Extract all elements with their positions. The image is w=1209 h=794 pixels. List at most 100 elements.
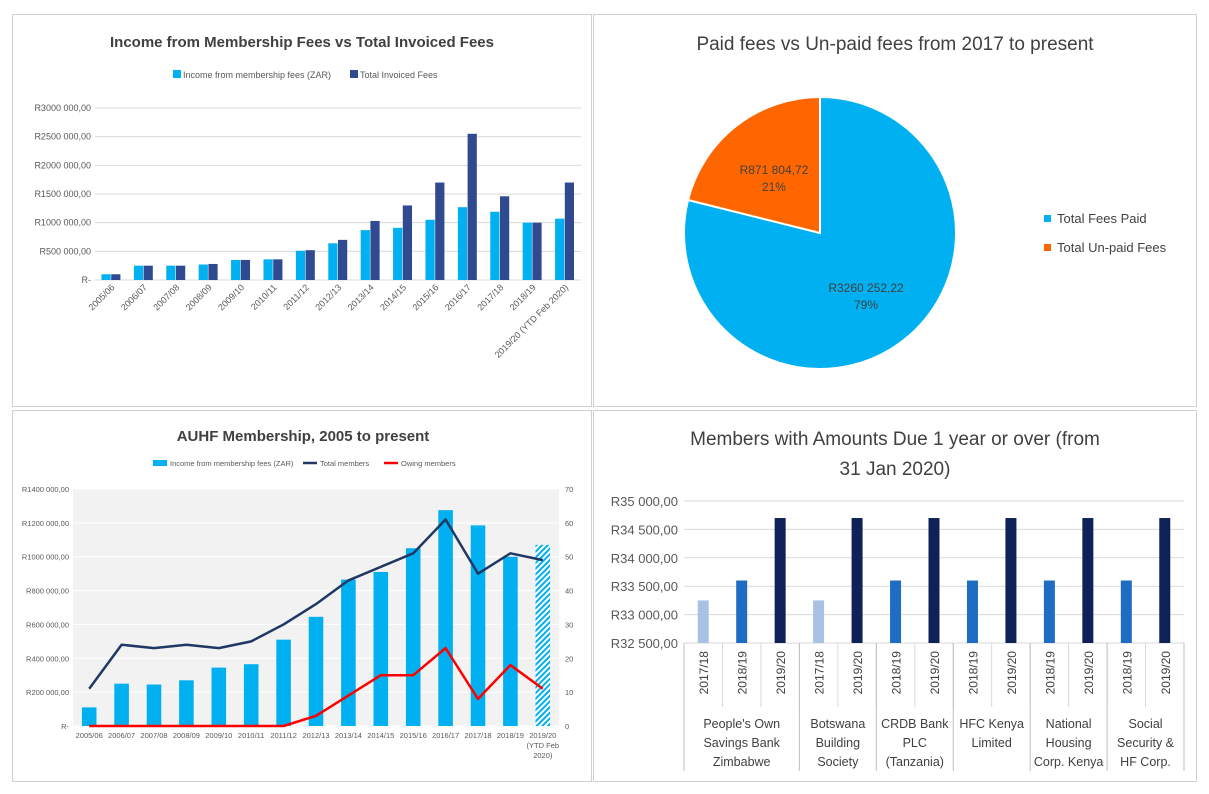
chart2-slice-unpaid: [686, 95, 821, 235]
chart4-ytick-label: R33 000,00: [611, 608, 678, 623]
chart1-bar-invoiced: [435, 182, 445, 280]
chart3-xtick-label: 2019/20: [529, 731, 556, 740]
chart4-group-label: HFC Kenya: [959, 717, 1024, 731]
chart3-bar-income: [341, 579, 356, 726]
chart1-bar-income: [555, 218, 565, 280]
chart3-bar-income: [470, 525, 486, 726]
chart1-legend-income-swatch: [173, 70, 181, 78]
chart1-plot-area: R- R500 000,00 R1000 000,00 R1500 000,00 R20…: [34, 103, 581, 360]
chart4-group-label: Social: [1129, 717, 1163, 731]
chart3-ytick-right-label: 40: [565, 587, 573, 596]
chart1-ytick-label: R1500 000,00: [34, 189, 91, 199]
chart1-bar-income: [101, 274, 111, 280]
chart2-legend-paid-swatch: [1044, 215, 1051, 222]
chart1-xtick-label: 2017/18: [475, 282, 505, 312]
chart1-title: Income from Membership Fees vs Total Inv…: [110, 34, 494, 51]
chart1-bar-income: [231, 259, 241, 280]
chart3-bar-income: [179, 680, 194, 726]
chart3-line-owing-members: [89, 646, 544, 728]
chart1-ytick-label: R500 000,00: [39, 246, 91, 256]
chart3-legend-income: Income from membership fees (ZAR): [170, 459, 294, 468]
chart4-group-label: Building: [816, 736, 861, 750]
chart1-xtick-label: 2015/16: [411, 282, 441, 312]
chart3-xtick-label: 2011/12: [270, 731, 297, 740]
chart1-bar-invoiced: [176, 265, 186, 280]
chart1-xtick-label: 2005/06: [87, 282, 117, 312]
chart1-bar-invoiced: [564, 182, 575, 280]
chart1-xtick-label: 2010/11: [249, 282, 279, 312]
chart1-ytick-label: R1000 000,00: [34, 218, 91, 228]
chart1-xtick-label: 2018/19: [508, 282, 538, 312]
chart3-xtick-label: 2008/09: [173, 731, 200, 740]
chart1-bar-income: [198, 264, 208, 280]
chart1-bar-invoiced: [143, 265, 153, 280]
chart1-ytick-label: R2000 000,00: [34, 160, 91, 170]
chart4-group-label: Savings Bank: [703, 736, 780, 750]
chart2-label-paid-value: R3260 252,22: [828, 281, 904, 295]
chart3-bar-income: [81, 707, 97, 726]
chart3-xtick-label: 2007/08: [140, 731, 167, 740]
chart3-legend-total: Total members: [320, 459, 369, 468]
chart3-plot-area: R- R200 000,00 R400 000,00 R600 000,00 R800 …: [22, 485, 573, 760]
chart4-year-label: 2017/18: [813, 651, 827, 695]
chart3-legend-owing: Owing members: [401, 459, 456, 468]
chart1-bar-invoiced: [532, 222, 542, 280]
chart2-legend-unpaid: Total Un-paid Fees: [1057, 240, 1167, 255]
chart3-ytick-right-label: 10: [565, 688, 573, 697]
chart1-bar-income: [522, 222, 532, 280]
chart1-bar-invoiced: [402, 205, 413, 280]
chart3-bar-income: [114, 683, 129, 726]
chart4-year-label: 2019/20: [928, 651, 942, 695]
chart1-ytick-label: R-: [82, 275, 92, 285]
paid-vs-unpaid-chart: Paid fees vs Un-paid fees from 2017 to p…: [683, 34, 1167, 370]
chart4-year-label: 2019/20: [851, 651, 865, 695]
chart4-group-label: Botswana: [810, 717, 865, 731]
chart4-year-label: 2019/20: [1005, 651, 1019, 695]
membership-chart: AUHF Membership, 2005 to present Income …: [22, 428, 573, 760]
chart3-ytick-right-label: 30: [565, 620, 573, 629]
chart1-xtick-label: 2016/17: [443, 282, 473, 312]
chart3-xtick-label: 2005/06: [76, 731, 103, 740]
chart1-bar-income: [425, 219, 435, 280]
chart1-legend-invoiced: Total Invoiced Fees: [360, 70, 438, 80]
chart1-bar-income: [328, 243, 338, 280]
chart4-group-label: Zimbabwe: [713, 755, 771, 769]
chart4-ytick-label: R33 500,00: [611, 579, 678, 594]
chart4-bar: [1005, 518, 1017, 643]
chart4-year-label: 2018/19: [966, 651, 980, 695]
chart4-year-label: 2019/20: [774, 651, 788, 695]
chart1-bar-income: [263, 259, 273, 280]
chart4-group-label: Corp. Kenya: [1034, 755, 1104, 769]
amounts-due-chart: Members with Amounts Due 1 year or over …: [611, 429, 1185, 771]
chart4-bar: [928, 518, 940, 643]
chart4-bar: [1043, 580, 1055, 643]
chart4-ytick-label: R34 000,00: [611, 551, 678, 566]
chart1-xtick-label: 2011/12: [281, 282, 311, 312]
chart3-ytick-left-label: R1200 000,00: [22, 519, 69, 528]
chart1-bar-invoiced: [338, 239, 348, 280]
chart2-legend-unpaid-swatch: [1044, 244, 1051, 251]
chart1-xtick-label: 2008/09: [184, 282, 214, 312]
chart4-year-label: 2019/20: [1159, 651, 1173, 695]
income-vs-invoiced-panel: Income from Membership Fees vs Total Inv…: [12, 14, 592, 407]
chart1-bar-invoiced: [273, 259, 283, 280]
chart4-group-label: National: [1046, 717, 1092, 731]
chart4-year-label: 2019/20: [1082, 651, 1096, 695]
chart4-bar: [774, 518, 786, 643]
income-vs-invoiced-chart: Income from Membership Fees vs Total Inv…: [34, 34, 581, 360]
chart3-bar-income: [438, 510, 453, 726]
chart1-bar-income: [490, 211, 500, 280]
chart4-group-label: Society: [817, 755, 859, 769]
chart1-ytick-label: R2500 000,00: [34, 132, 91, 142]
chart4-year-label: 2018/19: [736, 651, 750, 695]
chart3-ytick-right-label: 60: [565, 519, 573, 528]
chart3-xtick-label: 2010/11: [238, 731, 265, 740]
chart4-bar: [851, 518, 863, 643]
chart1-bar-income: [393, 227, 403, 280]
chart4-bar: [697, 600, 709, 643]
chart1-bar-invoiced: [370, 220, 380, 280]
chart4-group-label: PLC: [903, 736, 927, 750]
chart2-title: Paid fees vs Un-paid fees from 2017 to p…: [696, 34, 1094, 55]
chart3-xtick-label: 2018/19: [497, 731, 524, 740]
chart3-bar-income: [308, 616, 324, 726]
